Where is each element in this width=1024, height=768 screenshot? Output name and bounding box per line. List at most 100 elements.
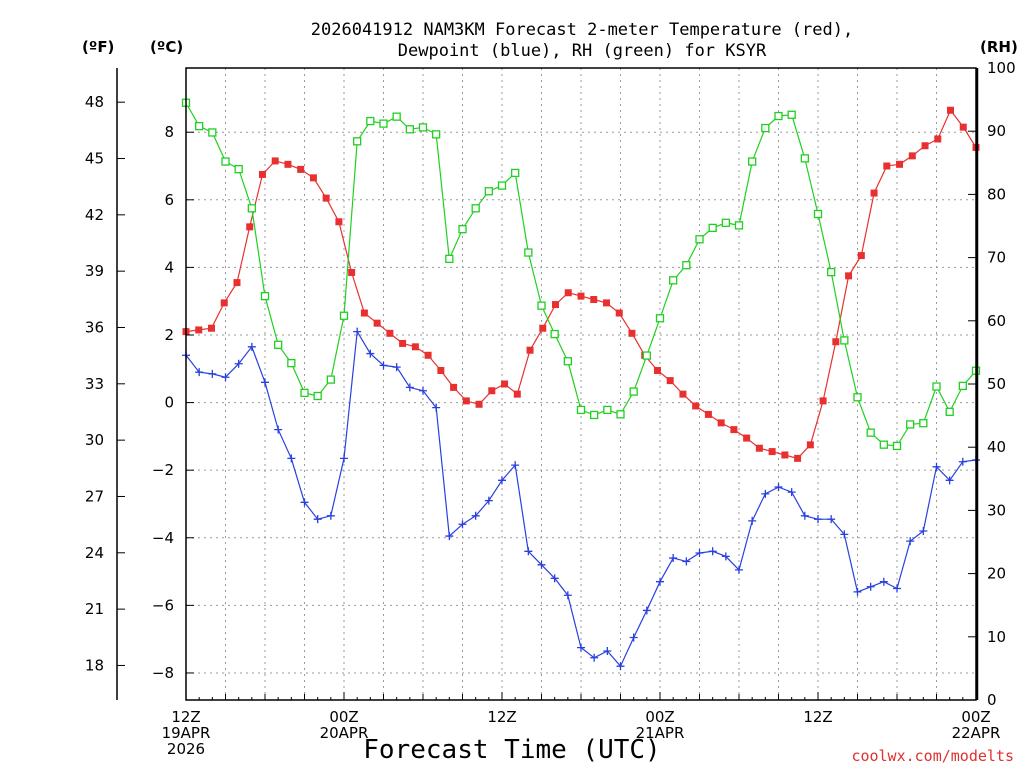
temperature-point <box>220 299 228 307</box>
rh-point <box>590 410 599 420</box>
rh-point <box>721 218 730 227</box>
temperature-point <box>297 165 305 173</box>
rh-point <box>484 187 493 196</box>
temperature-point <box>819 397 827 405</box>
dewpoint-point <box>669 554 678 563</box>
rh-point <box>655 314 665 323</box>
celsius-tick-label: 8 <box>164 123 174 141</box>
fahrenheit-tick-label: 42 <box>85 206 104 224</box>
dewpoint-point <box>656 577 664 586</box>
rh-point <box>813 209 823 219</box>
temperature-point <box>870 189 878 197</box>
rh-point <box>313 391 322 401</box>
dewpoint-point <box>748 516 757 525</box>
temperature-point <box>424 351 432 359</box>
dewpoint-point <box>261 378 269 387</box>
rh-point <box>274 340 283 349</box>
rh-point <box>563 357 572 366</box>
rh-point <box>958 381 967 391</box>
rh-point <box>326 375 335 384</box>
fahrenheit-unit-label: (ºF) <box>82 38 114 56</box>
dewpoint-point <box>524 547 533 556</box>
temperature-point <box>411 343 419 351</box>
rh-point <box>339 311 349 320</box>
temperature-point <box>590 296 598 304</box>
rh-point <box>708 223 717 233</box>
dewpoint-point <box>379 361 388 370</box>
rh-point <box>445 254 454 264</box>
rh-unit-label: (RH) <box>980 38 1018 56</box>
celsius-tick-label: 0 <box>164 394 174 412</box>
rh-point <box>300 388 309 397</box>
dewpoint-point <box>498 476 506 485</box>
dewpoint-point <box>550 574 559 583</box>
rh-point <box>366 116 375 126</box>
chart-title-line-1: 2026041912 NAM3KM Forecast 2-meter Tempe… <box>311 20 853 40</box>
temperature-point <box>794 454 802 462</box>
temperature-point <box>628 329 636 337</box>
rh-point <box>853 393 862 402</box>
rh-point <box>221 157 230 166</box>
chart-title-line-2: Dewpoint (blue), RH (green) for KSYR <box>398 41 767 61</box>
temperature-point <box>488 387 496 395</box>
rh-point <box>616 410 625 419</box>
dewpoint-point <box>945 476 954 485</box>
temperature-point <box>450 383 458 391</box>
dewpoint-point <box>563 591 572 600</box>
celsius-tick-label: −2 <box>152 461 174 479</box>
rh-point <box>234 164 243 174</box>
temperature-point <box>704 410 712 418</box>
rh-point <box>879 440 888 449</box>
rh-point <box>550 329 559 339</box>
temperature-point <box>959 123 967 131</box>
fahrenheit-tick-label: 18 <box>85 656 104 674</box>
dewpoint-point <box>590 653 599 662</box>
temperature-point <box>322 194 330 202</box>
dewpoint-point <box>603 646 612 655</box>
dewpoint-point <box>471 511 480 520</box>
dewpoint-point <box>366 349 375 358</box>
rh-point <box>866 428 875 437</box>
rh-point <box>827 267 836 277</box>
celsius-tick-label: 2 <box>164 326 174 344</box>
temperature-point <box>399 339 407 347</box>
dewpoint-point <box>906 537 915 546</box>
rh-tick-label: 0 <box>987 691 997 709</box>
dewpoint-point <box>761 489 770 498</box>
dewpoint-point <box>958 457 967 466</box>
x-tick-label: 19APR <box>162 724 211 742</box>
rh-point <box>761 123 770 133</box>
rh-point <box>392 112 401 121</box>
temperature-point <box>437 366 445 374</box>
temperature-point <box>653 366 661 374</box>
temperature-point <box>857 252 865 260</box>
rh-point <box>932 382 941 391</box>
temperature-point <box>309 174 317 182</box>
dewpoint-point <box>537 560 546 569</box>
fahrenheit-tick-label: 33 <box>85 375 104 393</box>
temperature-point <box>526 346 534 354</box>
dewpoint-point <box>208 369 217 378</box>
temperature-point <box>539 324 547 332</box>
grid-lines <box>185 68 977 700</box>
x-tick-label: 2026 <box>167 740 205 758</box>
dewpoint-point <box>827 515 836 524</box>
temperature-point <box>883 162 891 170</box>
rh-point <box>734 221 744 230</box>
temperature-point <box>692 402 700 410</box>
dewpoint-point <box>893 584 901 593</box>
dewpoint-point <box>774 483 783 492</box>
plot-frame <box>185 67 977 701</box>
rh-tick-label: 70 <box>987 249 1006 267</box>
temperature-point <box>373 319 381 327</box>
celsius-tick-label: −4 <box>152 529 174 547</box>
series-layer <box>181 98 981 671</box>
rh-point <box>247 204 256 213</box>
dewpoint-point <box>721 552 730 561</box>
temperature-point <box>564 289 572 297</box>
dewpoint-point <box>695 548 704 557</box>
temperature-point <box>730 426 738 434</box>
dewpoint-point <box>445 532 454 541</box>
rh-point <box>353 137 362 146</box>
rh-point <box>629 387 638 396</box>
